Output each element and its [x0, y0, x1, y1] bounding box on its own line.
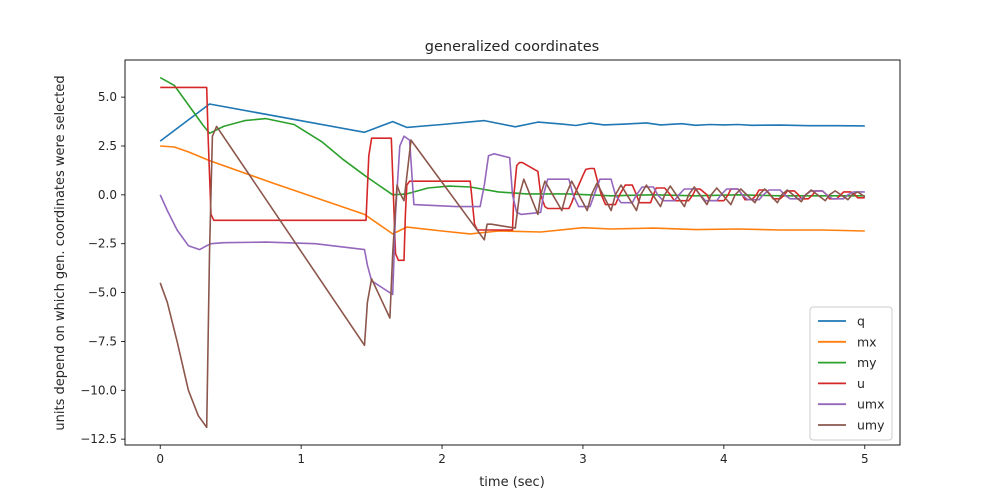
legend-box [809, 306, 893, 441]
legend-label-umy: umy [857, 418, 885, 433]
x-tick-label: 3 [579, 452, 587, 466]
x-tick-label: 5 [861, 452, 869, 466]
y-tick-label: −7.5 [88, 334, 117, 348]
legend: q mx my u umx umy [809, 306, 893, 441]
y-tick-label: 2.5 [98, 139, 117, 153]
x-axis: 0 1 2 3 4 5 [156, 445, 869, 466]
legend-label-umx: umx [857, 397, 885, 412]
legend-label-q: q [857, 314, 865, 329]
legend-label-u: u [857, 376, 865, 391]
legend-label-my: my [857, 355, 877, 370]
chart-title: generalized coordinates [425, 39, 599, 55]
x-tick-label: 2 [438, 452, 446, 466]
y-tick-label: 0.0 [98, 188, 117, 202]
x-tick-label: 0 [156, 452, 164, 466]
y-tick-label: −5.0 [88, 286, 117, 300]
x-tick-label: 4 [720, 452, 728, 466]
plot-area [125, 60, 900, 445]
legend-label-mx: mx [857, 334, 877, 349]
plot-frame [124, 59, 901, 446]
x-axis-label: time (sec) [479, 475, 545, 490]
y-tick-label: 5.0 [98, 90, 117, 104]
series-line-umy [159, 125, 866, 429]
series-layer [159, 76, 866, 429]
x-tick-label: 1 [297, 452, 305, 466]
y-tick-label: −10.0 [80, 383, 117, 397]
series-line-mx [160, 145, 865, 235]
y-tick-label: −12.5 [80, 432, 117, 446]
y-axis: 5.0 2.5 0.0 −2.5 −5.0 −7.5 −10.0 −12.5 [80, 90, 125, 446]
series-line-q [159, 103, 865, 142]
y-tick-label: −2.5 [88, 237, 117, 251]
series-line-umx [159, 135, 865, 296]
y-axis-label: units depend on which gen. coordinates w… [53, 75, 68, 430]
